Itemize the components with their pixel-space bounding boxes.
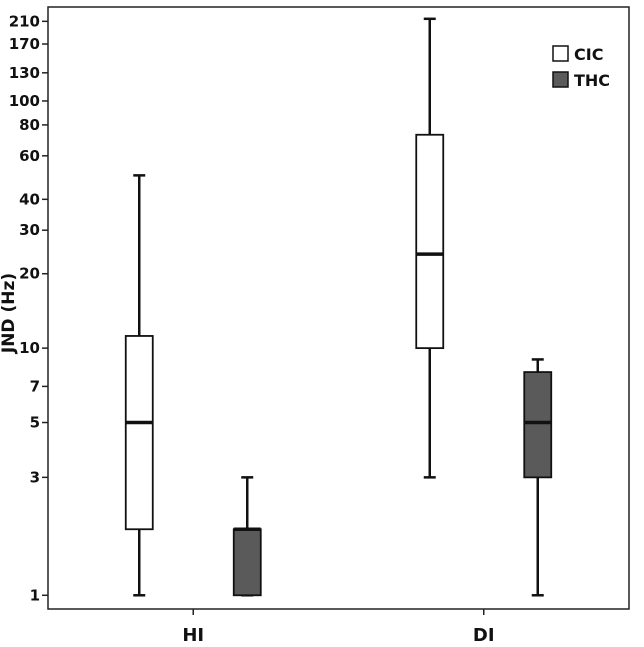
legend-swatch-cic xyxy=(552,45,569,62)
y-axis: 1 3 5 7 10 20 30 40 60 80 100 130 170 210 xyxy=(9,12,48,604)
y-axis-title: JND (Hz) xyxy=(0,273,19,354)
y-tick-label: 210 xyxy=(9,12,40,30)
box-thc-hi xyxy=(232,476,262,597)
box-cic-hi xyxy=(124,174,154,597)
x-category-label: HI xyxy=(182,625,204,646)
y-tick-label: 10 xyxy=(19,339,40,357)
y-tick-label: 7 xyxy=(30,377,40,395)
y-tick-label: 3 xyxy=(30,468,40,486)
y-tick-label: 170 xyxy=(9,35,40,53)
y-tick-label: 5 xyxy=(30,414,40,432)
box-series xyxy=(124,17,553,597)
box-thc-di xyxy=(523,358,553,597)
y-tick-label: 100 xyxy=(9,92,40,110)
y-tick-label: 20 xyxy=(19,265,40,283)
legend: CIC THC xyxy=(552,45,610,90)
box-cic-di xyxy=(415,17,445,479)
iqr-box xyxy=(523,371,553,479)
plot-area xyxy=(47,6,630,610)
y-tick-label: 40 xyxy=(19,190,40,208)
legend-label-cic: CIC xyxy=(574,45,603,64)
y-tick-label: 130 xyxy=(9,64,40,82)
y-tick-label: 80 xyxy=(19,116,40,134)
legend-swatch-thc xyxy=(552,71,569,88)
x-axis: HI DI xyxy=(182,609,495,646)
y-tick-label: 1 xyxy=(30,586,40,604)
y-tick-label: 30 xyxy=(19,221,40,239)
legend-label-thc: THC xyxy=(574,71,610,90)
iqr-box xyxy=(415,133,445,350)
iqr-box xyxy=(124,335,154,531)
x-category-label: DI xyxy=(473,625,495,646)
iqr-box xyxy=(232,528,262,597)
y-tick-label: 60 xyxy=(19,147,40,165)
